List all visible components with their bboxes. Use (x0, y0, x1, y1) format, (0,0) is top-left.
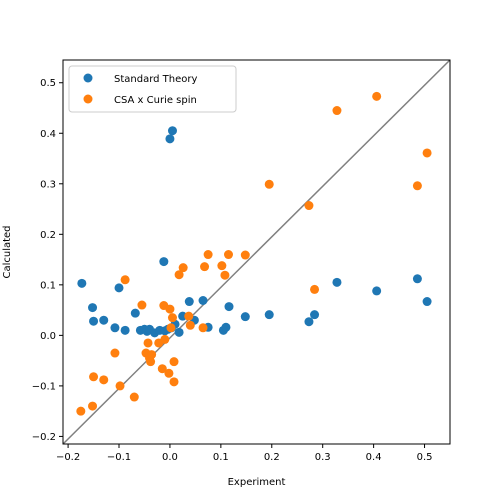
x-tick-label: 0.1 (213, 452, 229, 463)
data-point (114, 283, 124, 293)
data-points-layer (76, 91, 432, 416)
data-point (99, 375, 109, 385)
data-point (120, 325, 130, 335)
data-point (88, 303, 98, 313)
y-tick-label: −0.2 (32, 432, 56, 443)
data-point (422, 297, 432, 307)
data-point (422, 148, 432, 158)
data-point (310, 310, 320, 320)
data-point (185, 320, 195, 330)
data-point (165, 304, 175, 314)
data-point (264, 179, 274, 189)
data-point (110, 348, 120, 358)
legend-marker (83, 94, 93, 104)
data-point (178, 263, 188, 273)
data-point (129, 392, 139, 402)
data-point (164, 368, 174, 378)
data-point (160, 334, 170, 344)
data-point (220, 270, 230, 280)
legend-label: CSA x Curie spin (114, 95, 197, 106)
data-point (240, 312, 250, 322)
data-point (372, 286, 382, 296)
data-point (88, 401, 98, 411)
y-tick-label: 0.3 (40, 179, 56, 190)
data-point (169, 377, 179, 387)
data-point (159, 257, 169, 267)
legend-marker (83, 73, 93, 83)
y-tick-label: −0.1 (32, 381, 56, 392)
legend-box (68, 65, 237, 113)
data-point (137, 300, 147, 310)
y-tick-label: 0.5 (40, 78, 56, 89)
data-point (146, 357, 156, 367)
data-point (169, 357, 179, 367)
data-point (203, 250, 213, 260)
data-point (130, 308, 140, 318)
data-point (120, 275, 130, 285)
data-point (224, 302, 234, 312)
x-tick-label: 0.5 (417, 452, 433, 463)
data-point (412, 274, 422, 284)
data-point (157, 364, 167, 374)
x-tick-label: 0.4 (366, 452, 382, 463)
identity-reference-line (63, 60, 450, 444)
data-point (110, 323, 120, 333)
x-tick-label: −0.2 (56, 452, 80, 463)
data-point (372, 91, 382, 101)
data-point (143, 338, 153, 348)
data-point (174, 327, 184, 337)
legend-label: Standard Theory (114, 74, 198, 85)
data-point (165, 134, 175, 144)
data-point (115, 381, 125, 391)
reference-line-layer (63, 60, 450, 444)
data-point (221, 322, 231, 332)
x-tick-label: 0.0 (162, 452, 178, 463)
data-point (198, 323, 208, 333)
data-point (174, 270, 184, 280)
y-axis-ticks: −0.2 −0.1 0.0 0.1 0.2 0.3 0.4 0.5 (32, 78, 63, 443)
plot-frame (62, 59, 451, 445)
data-point (304, 201, 314, 211)
y-tick-label: 0.1 (40, 280, 56, 291)
series-csa-curie-spin (76, 91, 432, 416)
data-point (147, 350, 157, 360)
x-tick-label: 0.2 (264, 452, 280, 463)
data-point (198, 296, 208, 306)
data-point (167, 126, 177, 136)
data-point (166, 323, 176, 333)
y-axis-label: Calculated (2, 225, 13, 278)
data-point (99, 315, 109, 325)
y-tick-label: 0.0 (40, 331, 56, 342)
data-point (332, 106, 342, 116)
data-point (217, 261, 227, 271)
data-point (184, 297, 194, 307)
x-axis-ticks: −0.2 −0.1 0.0 0.1 0.2 0.3 0.4 0.5 (56, 444, 433, 463)
data-point (89, 316, 99, 326)
x-tick-label: −0.1 (107, 452, 131, 463)
data-point (264, 310, 274, 320)
data-point (240, 250, 250, 260)
y-tick-label: 0.2 (40, 230, 56, 241)
data-point (200, 262, 210, 272)
y-tick-label: 0.4 (40, 129, 56, 140)
data-point (412, 181, 422, 191)
data-point (77, 278, 87, 288)
data-point (167, 313, 177, 323)
data-point (184, 311, 194, 321)
data-point (76, 406, 86, 416)
x-axis-label: Experiment (228, 477, 286, 488)
data-point (223, 250, 233, 260)
data-point (89, 372, 99, 382)
data-point (310, 284, 320, 294)
data-point (304, 317, 314, 327)
data-point (332, 277, 342, 287)
x-tick-label: 0.3 (315, 452, 331, 463)
legend: Standard Theory CSA x Curie spin (68, 65, 237, 113)
